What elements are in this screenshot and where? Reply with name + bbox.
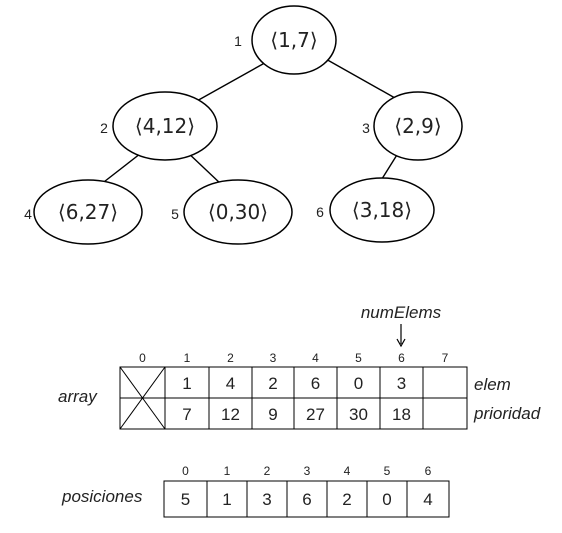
posiciones-value: 4: [423, 490, 432, 509]
array-cell: [422, 366, 468, 399]
node-index: 4: [24, 206, 32, 222]
array-cell: [208, 397, 253, 430]
elem-value: 1: [182, 374, 191, 393]
array-index: 5: [355, 351, 362, 365]
array-index-row: 0 1 2 3 4 5 6 7: [139, 351, 449, 365]
edge-2-4: [99, 149, 146, 186]
node-index: 2: [100, 120, 108, 136]
posiciones-cell: [326, 480, 368, 518]
node-label: ⟨1,7⟩: [270, 28, 317, 52]
num-elems-label: numElems: [361, 303, 442, 322]
prioridad-value: 27: [306, 405, 325, 424]
posiciones-index-row: 0 1 2 3 4 5 6: [182, 464, 432, 478]
node-label: ⟨3,18⟩: [352, 198, 412, 222]
posiciones-value: 3: [262, 490, 271, 509]
tree-node-1: ⟨1,7⟩ 1: [234, 5, 337, 75]
array-cell: [164, 397, 210, 430]
array-table: 1 4 2 6 0 3 7 12 9 27 30 18: [119, 366, 468, 430]
posiciones-index: 6: [425, 464, 432, 478]
array-cell: [251, 366, 295, 399]
array-index: 7: [442, 351, 449, 365]
array-cell: [119, 397, 166, 430]
elem-value: 0: [354, 374, 363, 393]
array-cell: [293, 397, 338, 430]
prioridad-label: prioridad: [473, 404, 541, 423]
posiciones-value: 0: [382, 490, 391, 509]
node-index: 1: [234, 33, 242, 49]
posiciones-index: 4: [344, 464, 351, 478]
array-cell: [379, 366, 424, 399]
posiciones-cell: [246, 480, 288, 518]
elem-value: 2: [268, 374, 277, 393]
array-index: 3: [270, 351, 277, 365]
posiciones-index: 3: [304, 464, 311, 478]
elem-value: 6: [311, 374, 320, 393]
array-cell: [119, 366, 166, 399]
prioridad-value: 7: [182, 405, 191, 424]
posiciones-cell: [163, 480, 208, 518]
posiciones-value: 5: [181, 490, 190, 509]
array-label: array: [58, 387, 98, 406]
tree-node-2: ⟨4,12⟩ 2: [100, 91, 218, 161]
posiciones-label: posiciones: [61, 487, 143, 506]
tree-node-4: ⟨6,27⟩ 4: [24, 179, 143, 245]
prioridad-value: 12: [221, 405, 240, 424]
tree-node-5: ⟨0,30⟩ 5: [171, 179, 293, 245]
node-label: ⟨2,9⟩: [394, 114, 441, 138]
cross-out-line: [119, 366, 166, 430]
posiciones-index: 0: [182, 464, 189, 478]
node-label: ⟨0,30⟩: [208, 200, 268, 224]
array-index: 0: [139, 351, 146, 365]
posiciones-cell: [366, 480, 408, 518]
posiciones-index: 1: [224, 464, 231, 478]
posiciones-index: 5: [384, 464, 391, 478]
array-cell: [293, 366, 338, 399]
posiciones-value: 2: [342, 490, 351, 509]
posiciones-value: 6: [302, 490, 311, 509]
prioridad-value: 30: [349, 405, 368, 424]
array-cell: [208, 366, 253, 399]
prioridad-value: 9: [268, 405, 277, 424]
node-label: ⟨4,12⟩: [135, 114, 195, 138]
tree-node-3: ⟨2,9⟩ 3: [362, 91, 463, 161]
edge-1-3: [323, 57, 396, 99]
node-index: 3: [362, 120, 370, 136]
array-index: 6: [398, 351, 405, 365]
array-index: 1: [184, 351, 191, 365]
posiciones-cell: [206, 480, 248, 518]
array-cell: [164, 366, 210, 399]
node-index: 5: [171, 206, 179, 222]
array-cell: [336, 397, 381, 430]
elem-value: 3: [397, 374, 406, 393]
array-index: 4: [312, 351, 319, 365]
node-label: ⟨6,27⟩: [58, 200, 118, 224]
posiciones-index: 2: [264, 464, 271, 478]
array-cell: [422, 397, 468, 430]
posiciones-cell: [406, 480, 450, 518]
tree-node-6: ⟨3,18⟩ 6: [316, 177, 435, 243]
edge-1-2: [194, 59, 271, 103]
elem-value: 4: [226, 374, 235, 393]
arrow-head-icon: [396, 338, 406, 348]
prioridad-value: 18: [392, 405, 411, 424]
posiciones-value: 1: [222, 490, 231, 509]
array-cell: [379, 397, 424, 430]
array-index: 2: [227, 351, 234, 365]
node-index: 6: [316, 204, 324, 220]
posiciones-table: 5 1 3 6 2 0 4: [163, 480, 450, 518]
elem-label: elem: [474, 375, 511, 394]
